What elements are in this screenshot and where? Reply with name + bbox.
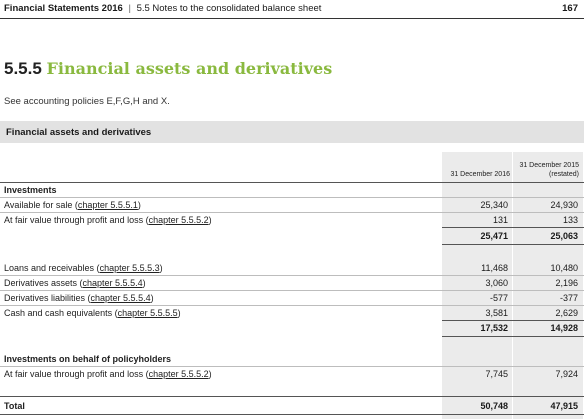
row-label: Cash and cash equivalents (chapter 5.5.5…: [4, 308, 181, 318]
value-2015: -377: [559, 293, 578, 303]
chapter-link[interactable]: chapter 5.5.5.2: [148, 215, 209, 225]
doc-title: Financial Statements 2016: [4, 3, 123, 14]
row-label-text: At fair value through profit and loss (: [4, 215, 149, 225]
subtotal-underline: [442, 336, 584, 337]
table-row: Investments on behalf of policyholders: [0, 353, 584, 366]
row-label: Derivatives liabilities (chapter 5.5.5.4…: [4, 293, 154, 303]
investments-heading: Investments: [4, 185, 57, 195]
row-label-end: ): [159, 263, 163, 273]
row-label-end: ): [177, 308, 181, 318]
total-2015: 47,915: [550, 401, 578, 411]
chapter-link[interactable]: chapter 5.5.5.4: [90, 293, 151, 303]
table-row: Derivatives liabilities (chapter 5.5.5.4…: [0, 292, 584, 305]
row-label-text: Available for sale (: [4, 200, 78, 210]
value-2015: 10,480: [550, 263, 578, 273]
value-2015: 2,629: [555, 308, 578, 318]
chapter-link[interactable]: chapter 5.5.5.2: [148, 369, 209, 379]
subtotal-2016: 17,532: [480, 323, 508, 333]
subtotal-2015: 25,063: [550, 231, 578, 241]
value-2016: 3,060: [485, 278, 508, 288]
value-2016: -577: [489, 293, 508, 303]
chapter-link[interactable]: chapter 5.5.5.1: [77, 200, 138, 210]
section-heading: 5.5.5 Financial assets and derivatives: [4, 59, 332, 79]
column-header-2016: 31 December 2016: [442, 170, 510, 179]
row-label: Available for sale (chapter 5.5.5.1): [4, 200, 141, 210]
chapter-link[interactable]: chapter 5.5.5.4: [82, 278, 143, 288]
section-number: 5.5.5: [4, 59, 42, 78]
table-row: Derivatives assets (chapter 5.5.5.4) 3,0…: [0, 277, 584, 290]
total-label: Total: [4, 401, 25, 411]
table-row-total: Total 50,748 47,915: [0, 400, 584, 413]
value-2016: 131: [492, 215, 508, 225]
value-2016: 3,581: [485, 308, 508, 318]
header-separator: |: [128, 3, 131, 14]
table-row: At fair value through profit and loss (c…: [0, 214, 584, 227]
value-2015: 2,196: [555, 278, 578, 288]
row-label: At fair value through profit and loss (c…: [4, 369, 212, 379]
column-header-2015-line1: 31 December 2015: [519, 162, 579, 169]
row-divider: [0, 290, 584, 291]
row-label-end: ): [142, 278, 146, 288]
row-divider: [0, 212, 584, 213]
row-divider: [0, 305, 584, 306]
row-label-end: ): [150, 293, 154, 303]
value-2015: 24,930: [550, 200, 578, 210]
column-2016-shade: [442, 152, 512, 419]
table-row: Loans and receivables (chapter 5.5.5.3) …: [0, 262, 584, 275]
row-label: Loans and receivables (chapter 5.5.5.3): [4, 263, 163, 273]
value-2015: 133: [562, 215, 578, 225]
column-header-2015-line2: (restated): [549, 171, 579, 178]
table-title-band: Financial assets and derivatives: [0, 121, 584, 143]
table-row: Cash and cash equivalents (chapter 5.5.5…: [0, 307, 584, 320]
row-divider: [0, 275, 584, 276]
subtotal-rule: [442, 320, 584, 321]
table-row: 25,471 25,063: [0, 230, 584, 243]
subtotal-rule: [442, 227, 584, 228]
subtotal-2015: 14,928: [550, 323, 578, 333]
section-name: 5.5 Notes to the consolidated balance sh…: [136, 3, 322, 14]
row-label-text: At fair value through profit and loss (: [4, 369, 149, 379]
page-number: 167: [562, 3, 578, 14]
subtotal-underline: [442, 244, 584, 245]
chapter-link[interactable]: chapter 5.5.5.3: [99, 263, 160, 273]
subtotal-2016: 25,471: [480, 231, 508, 241]
total-rule: [0, 396, 584, 397]
header-underline: [0, 182, 584, 183]
value-2016: 7,745: [485, 369, 508, 379]
row-label-text: Loans and receivables (: [4, 263, 100, 273]
column-2015-shade: [513, 152, 583, 419]
total-2016: 50,748: [480, 401, 508, 411]
table-row: 17,532 14,928: [0, 322, 584, 335]
row-divider: [0, 366, 584, 367]
row-label: At fair value through profit and loss (c…: [4, 215, 212, 225]
row-label-end: ): [208, 369, 212, 379]
value-2015: 7,924: [555, 369, 578, 379]
section-title: Financial assets and derivatives: [46, 59, 333, 78]
chapter-link[interactable]: chapter 5.5.5.5: [117, 308, 178, 318]
table-row: Investments: [0, 184, 584, 197]
column-header-2015: 31 December 2015 (restated): [513, 161, 579, 179]
column-header-2016-text: 31 December 2016: [450, 171, 510, 178]
policies-note: See accounting policies E,F,G,H and X.: [4, 96, 170, 107]
page-header: Financial Statements 2016 | 5.5 Notes to…: [0, 0, 584, 19]
row-label-text: Cash and cash equivalents (: [4, 308, 118, 318]
running-head: Financial Statements 2016 | 5.5 Notes to…: [4, 3, 321, 14]
policyholders-heading: Investments on behalf of policyholders: [4, 354, 172, 364]
row-divider: [0, 197, 584, 198]
header-rule: [0, 18, 584, 19]
row-label-end: ): [208, 215, 212, 225]
row-label: Derivatives assets (chapter 5.5.5.4): [4, 278, 146, 288]
table-row: Available for sale (chapter 5.5.5.1) 25,…: [0, 199, 584, 212]
total-underline: [0, 414, 584, 415]
row-label-text: Derivatives assets (: [4, 278, 83, 288]
value-2016: 11,468: [481, 263, 508, 273]
row-label-text: Derivatives liabilities (: [4, 293, 91, 303]
table-row: At fair value through profit and loss (c…: [0, 368, 584, 381]
table-title: Financial assets and derivatives: [6, 127, 152, 138]
value-2016: 25,340: [480, 200, 508, 210]
row-label-end: ): [137, 200, 141, 210]
